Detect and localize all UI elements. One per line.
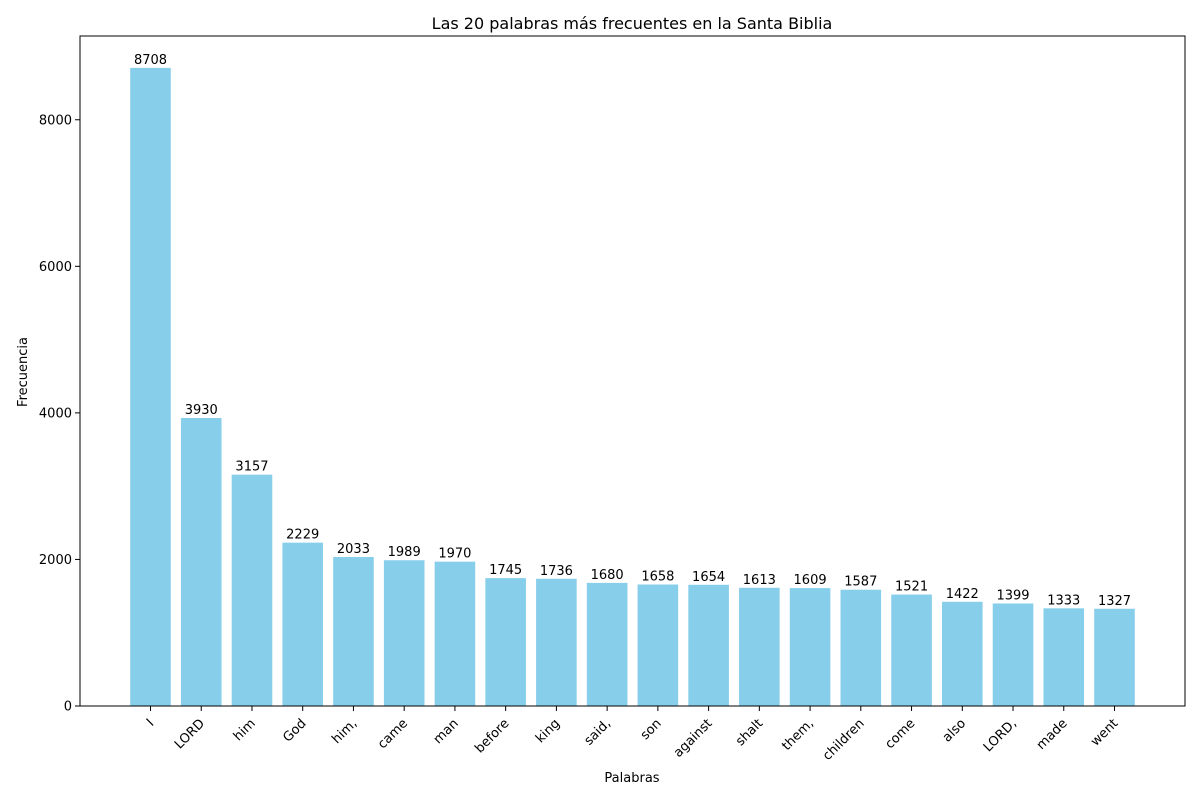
x-tick-label: God xyxy=(280,716,309,745)
axes-frame xyxy=(79,35,1186,707)
data-label: 1613 xyxy=(743,573,776,588)
data-label: 1587 xyxy=(844,575,877,590)
x-tick-label: against xyxy=(671,716,715,760)
x-tick-label: LORD xyxy=(172,716,208,752)
bar xyxy=(789,588,831,706)
bar xyxy=(637,584,679,706)
data-label: 1399 xyxy=(996,588,1029,603)
x-tick-label: king xyxy=(533,716,563,746)
x-tick-label: him, xyxy=(329,716,360,747)
data-label: 1327 xyxy=(1098,594,1131,609)
data-label: 2229 xyxy=(286,528,319,543)
x-tick-label: them, xyxy=(779,716,817,754)
data-label: 1970 xyxy=(438,547,471,562)
x-tick-label: children xyxy=(820,716,867,763)
chart-title: Las 20 palabras más frecuentes en la San… xyxy=(432,14,833,33)
x-tick-label: also xyxy=(940,716,969,745)
bar xyxy=(586,582,628,706)
bar xyxy=(130,67,171,707)
data-label: 3157 xyxy=(235,460,268,475)
bar xyxy=(282,542,324,706)
bar xyxy=(840,589,882,706)
data-label: 2033 xyxy=(337,542,370,557)
x-tick-label: LORD, xyxy=(981,716,1020,755)
y-tick-label: 4000 xyxy=(39,406,72,421)
data-label: 1745 xyxy=(489,563,522,578)
x-tick-label: said, xyxy=(582,716,614,748)
x-tick-label: son xyxy=(638,716,665,743)
data-label: 1989 xyxy=(388,545,421,560)
x-tick-label: come xyxy=(882,716,918,752)
bar xyxy=(231,474,273,706)
data-label: 1333 xyxy=(1047,593,1080,608)
data-label: 1654 xyxy=(692,570,725,585)
plot-area: 8708 I 3930 LORD 3157 him 2229 God 2033 him, 1989 c… xyxy=(39,35,1186,764)
bar xyxy=(333,557,374,706)
y-tick-label: 2000 xyxy=(39,553,72,568)
bar xyxy=(434,561,476,706)
x-tick-label: I xyxy=(144,716,157,729)
x-tick-label: him xyxy=(231,716,259,744)
y-tick-label: 6000 xyxy=(39,260,72,275)
x-tick-label: shalt xyxy=(733,716,766,749)
data-label: 1736 xyxy=(540,564,573,579)
bar xyxy=(992,603,1034,706)
data-label: 1658 xyxy=(641,570,674,585)
data-label: 1680 xyxy=(591,568,624,583)
bar xyxy=(891,594,932,706)
bar xyxy=(1043,608,1085,706)
data-label: 1422 xyxy=(946,587,979,602)
x-axis-label: Palabras xyxy=(604,771,659,786)
bar xyxy=(941,601,983,706)
data-label: 1609 xyxy=(794,573,827,588)
data-label: 3930 xyxy=(185,403,218,418)
bar xyxy=(180,418,222,706)
data-label: 8708 xyxy=(134,53,167,68)
x-tick-label: went xyxy=(1088,716,1121,749)
bar xyxy=(1094,608,1135,706)
x-tick-label: came xyxy=(375,716,411,752)
x-tick-label: before xyxy=(472,716,512,756)
y-tick-label: 0 xyxy=(64,700,72,715)
y-tick-label: 8000 xyxy=(39,113,72,128)
bar xyxy=(383,560,425,706)
y-axis-label: Frecuencia xyxy=(16,337,31,407)
bar xyxy=(739,587,780,706)
bar xyxy=(536,578,577,706)
x-tick-label: man xyxy=(431,716,462,747)
bar xyxy=(688,584,729,706)
data-label: 1521 xyxy=(895,580,928,595)
x-tick-label: made xyxy=(1034,716,1071,753)
bar xyxy=(485,578,526,706)
